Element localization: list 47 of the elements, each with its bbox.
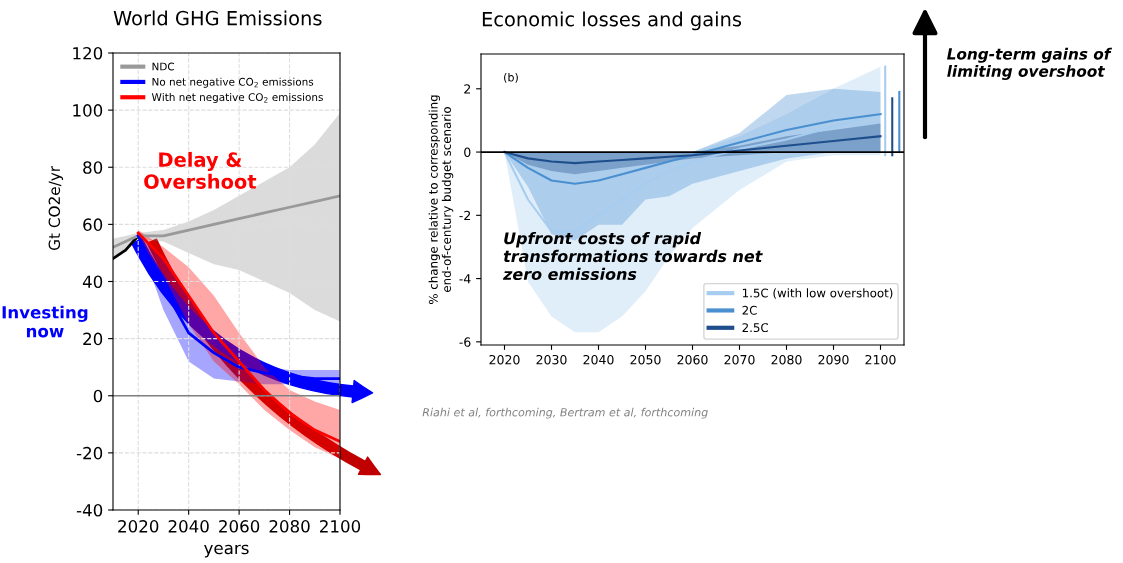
- x-tick-label: 2080: [771, 354, 802, 365]
- y-tick-label: -20: [76, 446, 103, 460]
- y-tick-label: -4: [459, 274, 471, 284]
- y-tick-label: -2: [459, 210, 471, 221]
- y-tick-label: 80: [83, 161, 103, 174]
- line-series: [503, 113, 882, 185]
- chart-title: World GHG Emissions: [113, 10, 322, 26]
- legend-label: With net negative CO$_{2}$ emissions: [151, 92, 323, 104]
- y-tick-label: 0: [93, 389, 103, 403]
- y-tick-label: 0: [464, 147, 471, 157]
- x-tick-label: 2100: [865, 354, 896, 365]
- legend-label: 2.5C: [742, 323, 769, 333]
- y-axis-title: Gt CO2e/yr: [48, 165, 64, 251]
- y-tick-label: 40: [82, 275, 103, 289]
- x-tick-label: 2030: [536, 354, 567, 365]
- legend-label: 2C: [742, 305, 757, 315]
- annotation: Upfront costs of rapid transformations towards net zero emissions: [502, 231, 763, 281]
- text: Long-term gains of limiting overshoot: [947, 47, 1113, 80]
- y-tick-label: 120: [73, 46, 103, 60]
- x-tick-label: 2090: [818, 354, 849, 365]
- x-axis-title: years: [204, 544, 249, 558]
- x-tick-label: 2060: [219, 520, 260, 533]
- annotation: (b): [504, 72, 518, 83]
- legend-label: NDC: [152, 62, 175, 71]
- x-tick-label: 2040: [168, 520, 209, 533]
- y-tick-label: 60: [83, 218, 103, 231]
- x-tick-label: 2070: [724, 354, 755, 365]
- x-tick-label: 2060: [677, 354, 708, 365]
- line-series: [503, 113, 882, 233]
- legend-label: No net negative CO$_{2}$ emissions: [152, 77, 314, 88]
- text: Riahi et al, forthcoming, Bertram et al, forthcoming: [422, 407, 708, 419]
- line-series: [503, 135, 882, 165]
- y-tick-label: 100: [73, 104, 103, 117]
- y-tick-label: -6: [459, 337, 471, 347]
- chart-title: Economic losses and gains: [482, 11, 742, 31]
- x-tick-label: 2020: [118, 520, 159, 533]
- x-tick-label: 2100: [320, 520, 361, 533]
- x-tick-label: 2020: [489, 354, 520, 365]
- y-tick-label: 2: [464, 84, 471, 94]
- legend-label: 1.5C (with low overshoot): [742, 288, 893, 299]
- annotation: Delay & Overshoot: [144, 151, 257, 189]
- line-series: [113, 194, 340, 249]
- x-tick-label: 2080: [269, 520, 310, 533]
- y-tick-label: -40: [76, 503, 103, 517]
- y-axis-title: % change relative to corresponding end-of-century budget scenario: [428, 95, 454, 305]
- x-tick-label: 2040: [583, 354, 614, 365]
- x-tick-label: 2050: [630, 354, 661, 365]
